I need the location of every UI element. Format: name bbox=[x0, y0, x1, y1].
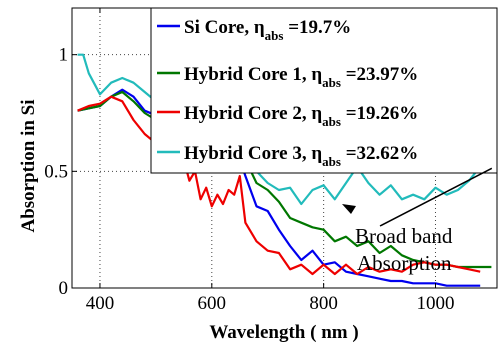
series-line-1 bbox=[77, 81, 481, 287]
annotation-line-2: Absorption bbox=[357, 251, 452, 275]
annotation: Broad band Absorption bbox=[342, 167, 493, 275]
x-tick-label-2: 800 bbox=[309, 293, 338, 314]
annotation-arrowhead bbox=[342, 204, 356, 214]
series-line-4 bbox=[77, 53, 490, 206]
x-tick-label-1: 600 bbox=[198, 293, 227, 314]
x-tick-labels: 400 600 800 1000 bbox=[86, 293, 455, 314]
y-tick-label-0: 0 bbox=[59, 278, 69, 299]
annotation-line-1: Broad band bbox=[355, 224, 453, 248]
legend-label-1: Si Core, ηabs =19.7% bbox=[184, 17, 351, 43]
annotation-arrow bbox=[379, 167, 493, 227]
y-axis-title: Absorption in Si bbox=[18, 99, 39, 232]
legend-label-2: Hybrid Core 1, ηabs =23.97% bbox=[184, 64, 418, 90]
x-tick-label-3: 1000 bbox=[416, 293, 454, 314]
y-tick-label-1: 0.5 bbox=[44, 161, 68, 182]
y-tick-labels: 00.51 bbox=[44, 45, 68, 299]
x-axis-title: Wavelength ( nm ) bbox=[209, 322, 358, 343]
y-tick-label-2: 1 bbox=[59, 45, 69, 66]
legend-label-4: Hybrid Core 3, ηabs =32.62% bbox=[184, 143, 418, 169]
legend-box bbox=[150, 7, 498, 174]
legend-label-3: Hybrid Core 2, ηabs =19.26% bbox=[184, 103, 418, 129]
x-tick-label-0: 400 bbox=[86, 293, 115, 314]
legend: Si Core, ηabs =19.7% Hybrid Core 1, ηabs … bbox=[150, 7, 498, 174]
